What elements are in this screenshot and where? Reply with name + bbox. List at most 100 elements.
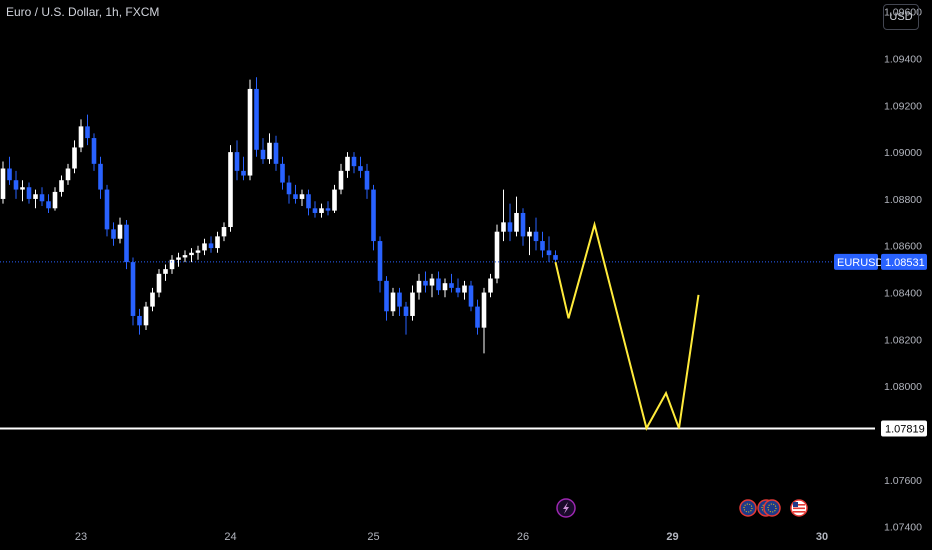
time-axis[interactable]: 23 24 25 26 29 30 <box>75 531 828 543</box>
candle <box>520 208 526 246</box>
candles-group <box>0 77 558 354</box>
price-axis[interactable]: 1.09600 1.09400 1.09200 1.09000 1.08800 1.086… <box>884 7 922 534</box>
time-tick-label: 25 <box>367 531 379 543</box>
candle <box>416 273 422 300</box>
candle <box>182 250 188 263</box>
candle <box>130 257 136 326</box>
candle <box>527 227 532 256</box>
candle <box>358 156 363 178</box>
candle <box>234 140 240 181</box>
candle <box>306 189 311 216</box>
candle <box>325 201 331 216</box>
candle <box>254 77 259 157</box>
candle <box>189 248 194 263</box>
candle <box>156 269 162 298</box>
candle <box>312 201 318 218</box>
eu-flag-event-icon[interactable] <box>739 499 757 517</box>
candle <box>462 280 467 300</box>
candle <box>26 182 32 204</box>
candle <box>241 156 246 181</box>
price-tick-label: 1.08200 <box>884 334 922 346</box>
candle <box>91 133 97 171</box>
candle <box>481 287 487 354</box>
last-price-label: 1.08531 <box>885 257 925 269</box>
candle <box>507 203 513 242</box>
candle <box>273 135 279 171</box>
symbol-label: EURUSD <box>837 257 884 269</box>
price-tick-label: 1.09200 <box>884 100 922 112</box>
time-tick-label: 30 <box>816 531 828 543</box>
candle <box>494 224 500 284</box>
candle <box>247 79 253 181</box>
eu-flag-event-icon[interactable] <box>763 499 781 517</box>
candle <box>13 170 19 199</box>
candle <box>65 163 71 185</box>
candle <box>449 273 454 293</box>
candle <box>78 119 84 153</box>
candle <box>20 180 25 202</box>
candle <box>514 196 519 237</box>
price-tick-label: 1.09400 <box>884 54 922 66</box>
candle <box>455 278 461 298</box>
price-tick-label: 1.08600 <box>884 241 922 253</box>
price-tick-label: 1.09600 <box>884 7 922 19</box>
candle <box>260 138 266 164</box>
last-price-badge: 1.08531 <box>881 253 927 270</box>
price-tick-label: 1.08400 <box>884 288 922 300</box>
candle <box>72 140 77 174</box>
candle <box>423 271 428 293</box>
candle <box>364 163 370 199</box>
candle <box>163 264 168 281</box>
currency-button[interactable]: USD <box>883 4 919 30</box>
candle <box>299 189 305 206</box>
candle <box>0 161 6 204</box>
candle <box>351 152 357 174</box>
candle <box>208 236 214 253</box>
candle <box>410 285 415 321</box>
candle <box>345 152 350 178</box>
candle <box>202 238 207 256</box>
candle <box>143 301 149 330</box>
candle <box>338 163 344 195</box>
time-tick-label: 26 <box>517 531 529 543</box>
level-price-badge: 1.07819 <box>881 420 927 437</box>
price-tick-label: 1.09000 <box>884 147 922 159</box>
candle <box>215 231 220 253</box>
candle <box>124 220 129 270</box>
candle <box>195 245 201 260</box>
candle <box>46 194 51 213</box>
candle <box>429 273 435 298</box>
candle <box>117 217 123 244</box>
time-tick-label: 23 <box>75 531 87 543</box>
forecast-zigzag-line[interactable] <box>554 220 700 431</box>
candle <box>384 276 389 321</box>
candle <box>176 252 181 267</box>
candle <box>371 184 376 251</box>
chart-title: Euro / U.S. Dollar, 1h, FXCM <box>6 5 160 19</box>
price-tick-label: 1.07600 <box>884 475 922 487</box>
candle <box>137 308 142 335</box>
candle <box>377 236 383 293</box>
candle <box>39 187 45 206</box>
us-flag-event-icon[interactable] <box>790 499 808 517</box>
time-tick-label: 29 <box>666 531 678 543</box>
symbol-badge: EURUSD <box>834 253 884 270</box>
candle <box>169 255 175 274</box>
lightning-event-icon[interactable] <box>556 498 576 518</box>
candle <box>150 287 155 312</box>
candle <box>468 280 474 312</box>
candle <box>221 222 227 242</box>
candle <box>397 287 402 316</box>
candle <box>501 189 506 242</box>
candle <box>293 184 298 204</box>
candle <box>436 271 441 295</box>
candle <box>403 301 409 335</box>
candle <box>111 222 116 246</box>
price-tick-label: 1.08000 <box>884 381 922 393</box>
candle <box>267 133 272 164</box>
price-tick-label: 1.07400 <box>884 522 922 534</box>
candle <box>286 175 292 204</box>
candle <box>390 287 396 316</box>
candle <box>7 156 12 185</box>
